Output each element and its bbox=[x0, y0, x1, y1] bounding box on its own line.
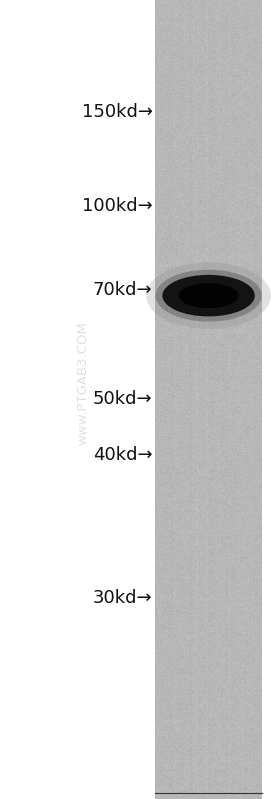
Ellipse shape bbox=[155, 269, 262, 321]
Bar bbox=[155, 0, 262, 799]
Text: www.PTGAB3.COM: www.PTGAB3.COM bbox=[76, 321, 89, 446]
Text: 30kd→: 30kd→ bbox=[93, 589, 153, 606]
Text: 100kd→: 100kd→ bbox=[82, 197, 153, 215]
Text: 50kd→: 50kd→ bbox=[93, 391, 153, 408]
Text: 150kd→: 150kd→ bbox=[81, 103, 153, 121]
Ellipse shape bbox=[179, 283, 239, 308]
Ellipse shape bbox=[146, 262, 271, 329]
Ellipse shape bbox=[162, 275, 255, 316]
Text: 40kd→: 40kd→ bbox=[93, 447, 153, 464]
Text: 70kd→: 70kd→ bbox=[93, 281, 153, 299]
